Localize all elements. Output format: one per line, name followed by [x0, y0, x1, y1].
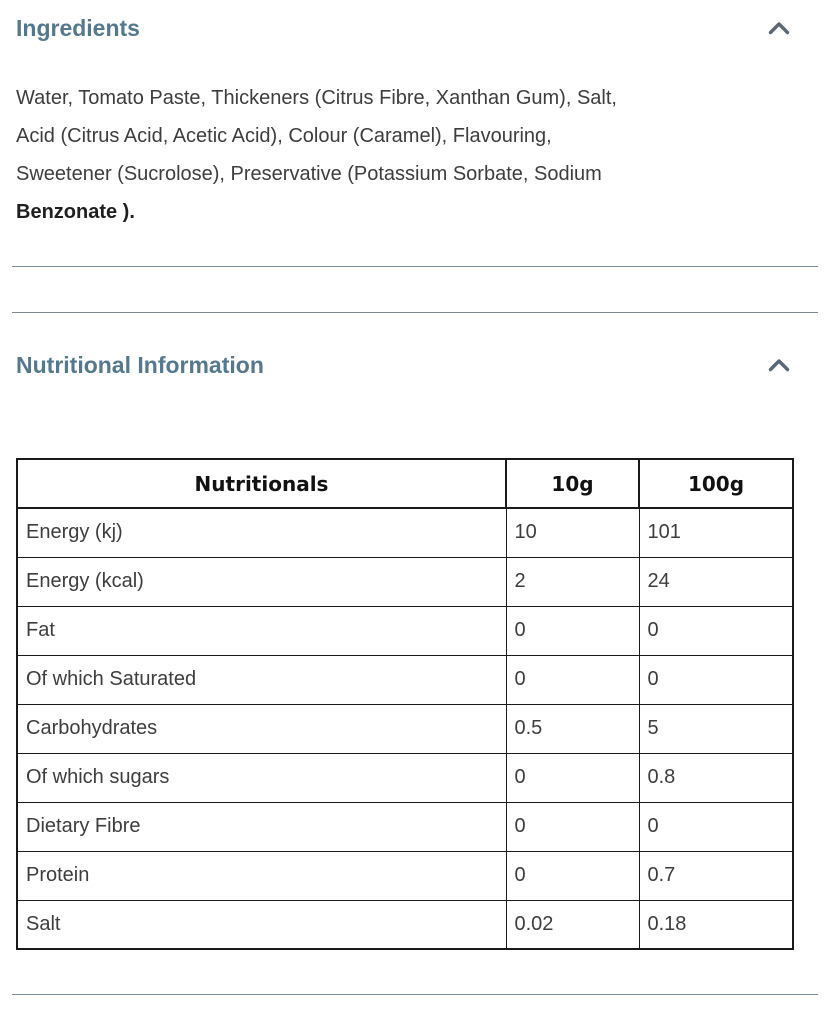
nutrient-name-cell: Of which sugars — [16, 752, 507, 803]
table-row: Of which Saturated 0 0 — [16, 654, 794, 705]
nutrition-table: Nutritionals 10g 100g Energy (kj) 10 101… — [16, 458, 794, 950]
value-100g-cell: 0.18 — [638, 899, 794, 950]
nutrient-name-cell: Of which Saturated — [16, 654, 507, 705]
value-10g-cell: 0 — [505, 850, 640, 901]
nutrition-title: Nutritional Information — [16, 352, 264, 378]
nutrient-name-cell: Carbohydrates — [16, 703, 507, 754]
table-row: Energy (kcal) 2 24 — [16, 556, 794, 607]
chevron-up-icon[interactable] — [768, 21, 790, 35]
chevron-up-icon[interactable] — [768, 358, 790, 372]
table-row: Fat 0 0 — [16, 605, 794, 656]
nutrient-name-cell: Fat — [16, 605, 507, 656]
value-10g-cell: 0.5 — [505, 703, 640, 754]
value-100g-cell: 0.8 — [638, 752, 794, 803]
nutrient-name-cell: Protein — [16, 850, 507, 901]
ingredients-text-line: Benzonate ). — [16, 201, 135, 223]
ingredients-accordion-header[interactable]: Ingredients — [0, 14, 830, 42]
nutrient-name-cell: Energy (kj) — [16, 507, 507, 558]
table-row: Of which sugars 0 0.8 — [16, 752, 794, 803]
table-row: Salt 0.02 0.18 — [16, 899, 794, 950]
value-100g-cell: 0 — [638, 801, 794, 852]
value-10g-cell: 2 — [505, 556, 640, 607]
nutrient-name-cell: Dietary Fibre — [16, 801, 507, 852]
value-10g-cell: 0 — [505, 801, 640, 852]
ingredients-text-line: Sweetener (Sucrolose), Preservative (Pot… — [16, 163, 602, 185]
nutrient-name-cell: Salt — [16, 899, 507, 950]
table-row: Carbohydrates 0.5 5 — [16, 703, 794, 754]
table-header-100g: 100g — [638, 458, 794, 509]
ingredients-text-line: Water, Tomato Paste, Thickeners (Citrus … — [16, 87, 617, 109]
ingredients-text: Water, Tomato Paste, Thickeners (Citrus … — [16, 79, 814, 231]
table-header-row: Nutritionals 10g 100g — [16, 458, 794, 509]
table-row: Dietary Fibre 0 0 — [16, 801, 794, 852]
value-100g-cell: 0 — [638, 605, 794, 656]
value-10g-cell: 0 — [505, 654, 640, 705]
value-100g-cell: 5 — [638, 703, 794, 754]
nutrition-accordion-header[interactable]: Nutritional Information — [0, 351, 830, 379]
section-divider — [12, 994, 818, 995]
section-divider — [12, 312, 818, 313]
nutrient-name-cell: Energy (kcal) — [16, 556, 507, 607]
value-10g-cell: 0 — [505, 752, 640, 803]
table-row: Protein 0 0.7 — [16, 850, 794, 901]
value-100g-cell: 101 — [638, 507, 794, 558]
value-10g-cell: 0 — [505, 605, 640, 656]
ingredients-title: Ingredients — [16, 15, 140, 41]
value-100g-cell: 0.7 — [638, 850, 794, 901]
value-10g-cell: 10 — [505, 507, 640, 558]
table-header-10g: 10g — [505, 458, 640, 509]
section-divider — [12, 266, 818, 267]
value-100g-cell: 0 — [638, 654, 794, 705]
table-row: Energy (kj) 10 101 — [16, 507, 794, 558]
value-10g-cell: 0.02 — [505, 899, 640, 950]
ingredients-text-line: Acid (Citrus Acid, Acetic Acid), Colour … — [16, 125, 552, 147]
table-header-nutritionals: Nutritionals — [16, 458, 507, 509]
value-100g-cell: 24 — [638, 556, 794, 607]
